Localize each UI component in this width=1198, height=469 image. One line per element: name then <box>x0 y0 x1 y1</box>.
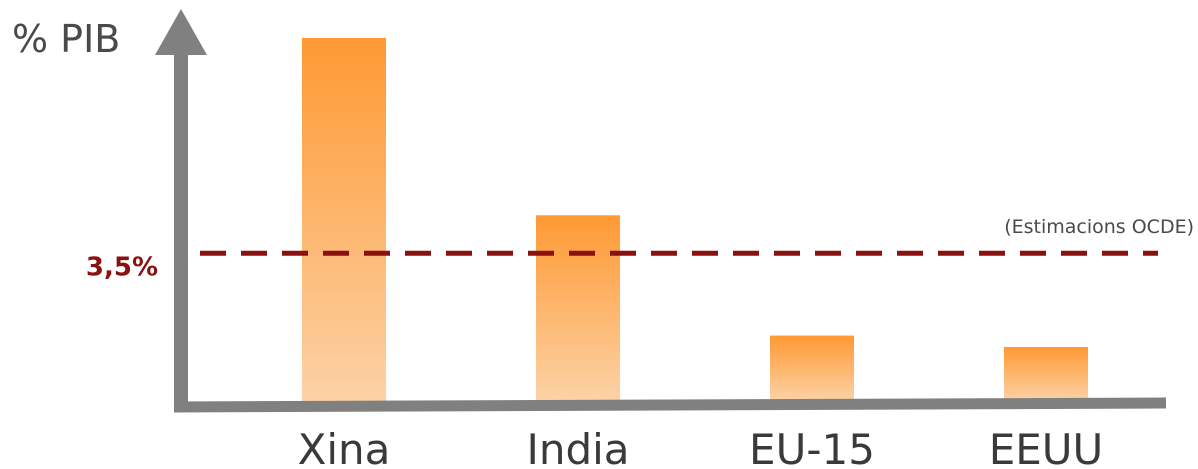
x-tick-label-eu-15: EU-15 <box>749 425 875 469</box>
bar-eu-15 <box>770 335 854 401</box>
source-note: (Estimacions OCDE) <box>1004 216 1194 238</box>
x-tick-label-xina: Xina <box>298 425 391 469</box>
bar-xina <box>302 37 386 402</box>
reference-line-label: 3,5% <box>86 252 158 282</box>
bar-india <box>536 215 620 401</box>
y-axis-title: % PIB <box>12 17 120 61</box>
y-axis-arrowhead <box>155 9 207 55</box>
bar-eeuu <box>1004 346 1088 401</box>
x-tick-label-india: India <box>526 425 629 469</box>
x-tick-labels: Xina India EU-15 EEUU <box>298 425 1104 469</box>
bars-group <box>302 37 1088 402</box>
x-axis-line <box>173 397 1167 413</box>
x-tick-label-eeuu: EEUU <box>989 425 1104 469</box>
